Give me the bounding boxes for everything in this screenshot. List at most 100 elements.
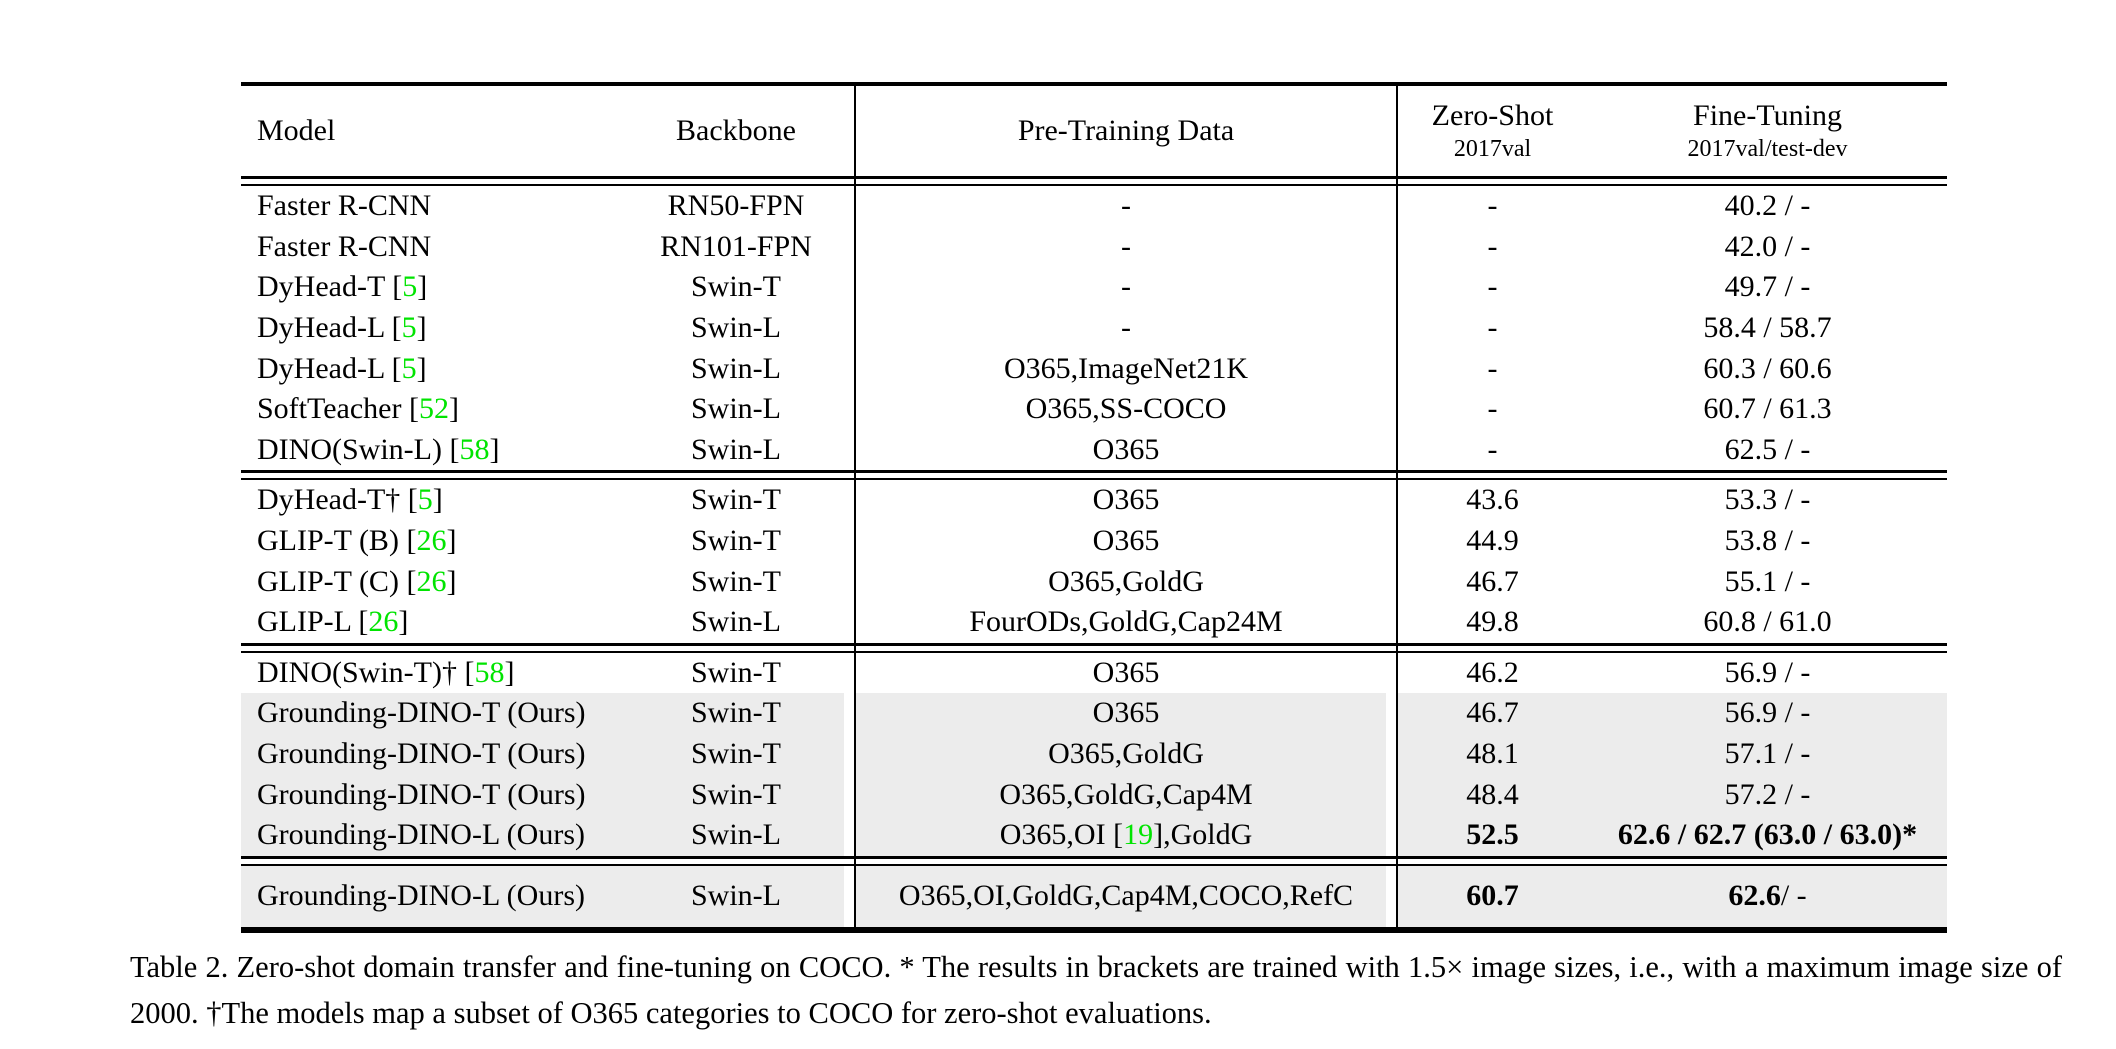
model-cell: GLIP-T (C) [26] [257, 564, 457, 598]
zeroshot-cell: 44.9 [1466, 524, 1519, 558]
pretrain-cell: O365,GoldG,Cap4M [855, 774, 1397, 815]
model-cell: DINO(Swin-L) [58] [257, 432, 500, 466]
backbone-cell: Swin-L [691, 432, 781, 466]
finetune-cell: 57.1 / - [1588, 733, 1947, 775]
results-table: Model Backbone Pre-Training Data Zero-Sh… [241, 82, 1947, 933]
finetune-cell: 53.3 / - [1724, 483, 1811, 517]
citation-ref: 5 [401, 351, 417, 385]
table-row: GLIP-L [26] Swin-L FourODs,GoldG,Cap24M 49.… [241, 602, 1947, 643]
table-row: DyHead-T† [5] Swin-T O365 43.6 53.3 / - [241, 480, 1947, 521]
finetune-cell: 58.4 / 58.7 [1703, 311, 1832, 345]
table-row: DyHead-L [5] Swin-L O365,ImageNet21K - 60.3 … [241, 348, 1947, 389]
backbone-cell: Swin-T [617, 733, 855, 775]
zeroshot-cell: - [1487, 432, 1498, 466]
zeroshot-cell: 60.7 [1397, 865, 1588, 927]
citation-ref: 5 [402, 270, 418, 304]
table-top-rule [241, 82, 1947, 86]
backbone-cell: Swin-L [691, 605, 781, 639]
backbone-cell: Swin-T [691, 655, 781, 689]
backbone-cell: Swin-L [691, 392, 781, 426]
fine-tuning-sublabel: 2017val/test-dev [1687, 136, 1848, 162]
backbone-cell: Swin-L [617, 814, 855, 856]
backbone-cell: RN50-FPN [667, 189, 805, 223]
table-row: DINO(Swin-L) [58] Swin-L O365 - 62.5 / - [241, 430, 1947, 471]
finetune-cell: 56.9 / - [1588, 693, 1947, 734]
table-row: Grounding-DINO-T (Ours) Swin-T O365 46.7 56.… [241, 693, 1947, 734]
model-cell: Grounding-DINO-T (Ours) [241, 774, 617, 815]
pretrain-cell: O365,ImageNet21K [1003, 351, 1249, 385]
pretrain-cell: O365,OI [19],GoldG [855, 814, 1397, 856]
group-divider [241, 470, 1947, 481]
zeroshot-cell: 48.4 [1397, 774, 1588, 815]
table-group-grounding-dino-large: Grounding-DINO-L (Ours) Swin-L O365,OI,Gol… [241, 865, 1947, 927]
citation-ref: 58 [459, 432, 490, 466]
pretrain-cell: O365 [1092, 432, 1160, 466]
zero-shot-label: Zero-Shot [1431, 99, 1554, 132]
zeroshot-cell: 52.5 [1397, 814, 1588, 856]
citation-ref: 19 [1123, 818, 1154, 852]
table-row: DyHead-T [5] Swin-T - - 49.7 / - [241, 267, 1947, 308]
table-row: Grounding-DINO-L (Ours) Swin-L O365,OI [19… [241, 814, 1947, 856]
table-group-grounding-dino: DINO(Swin-T)† [58] Swin-T O365 46.2 56.9 / -… [241, 653, 1947, 856]
zeroshot-cell: 46.7 [1466, 564, 1519, 598]
table-group-baselines: Faster R-CNN RN50-FPN - - 40.2 / - Faster R-C… [241, 186, 1947, 470]
model-cell: DyHead-L [5] [257, 351, 427, 385]
finetune-cell: 62.6 / 62.7 (63.0 / 63.0)* [1588, 814, 1947, 856]
backbone-cell: Swin-T [691, 270, 781, 304]
backbone-cell: Swin-L [691, 351, 781, 385]
column-header-backbone: Backbone [676, 114, 796, 147]
pretrain-cell: - [1121, 311, 1131, 345]
column-header-model: Model [257, 114, 336, 147]
backbone-cell: Swin-L [691, 311, 781, 345]
table-row: DyHead-L [5] Swin-L - - 58.4 / 58.7 [241, 308, 1947, 349]
model-cell: SoftTeacher [52] [257, 392, 459, 426]
table-row: SoftTeacher [52] Swin-L O365,SS-COCO - 60.7 … [241, 389, 1947, 430]
citation-ref: 26 [368, 605, 399, 639]
pretrain-cell: O365,GoldG [1048, 564, 1204, 598]
zeroshot-cell: - [1487, 351, 1498, 385]
zeroshot-cell: - [1487, 189, 1498, 223]
table-group-zero-shot-baselines: DyHead-T† [5] Swin-T O365 43.6 53.3 / - GLIP-… [241, 480, 1947, 642]
table-row: Grounding-DINO-L (Ours) Swin-L O365,OI,Gol… [241, 865, 1947, 927]
column-header-zero-shot: Zero-Shot 2017val [1397, 86, 1588, 176]
finetune-cell: 60.8 / 61.0 [1703, 605, 1832, 639]
backbone-cell: Swin-L [617, 865, 855, 927]
finetune-cell: 60.3 / 60.6 [1703, 351, 1832, 385]
citation-ref: 26 [416, 524, 447, 558]
pretrain-cell: O365 [1092, 524, 1160, 558]
table-row: GLIP-T (B) [26] Swin-T O365 44.9 53.8 / - [241, 521, 1947, 562]
table-header-row: Model Backbone Pre-Training Data Zero-Sh… [241, 86, 1947, 176]
pretrain-cell: - [1121, 229, 1131, 263]
column-header-pretraining-data: Pre-Training Data [1017, 114, 1235, 147]
model-cell: Grounding-DINO-L (Ours) [241, 865, 617, 927]
pretrain-cell: O365 [1092, 655, 1160, 689]
finetune-cell: 56.9 / - [1724, 655, 1811, 689]
model-cell: Faster R-CNN [257, 229, 432, 263]
zeroshot-cell: 46.7 [1397, 693, 1588, 734]
table-bottom-rule [241, 926, 1947, 933]
group-divider [241, 855, 1947, 866]
fine-tuning-label: Fine-Tuning [1693, 99, 1842, 132]
model-cell: DINO(Swin-T)† [58] [257, 655, 515, 689]
citation-ref: 5 [417, 483, 433, 517]
zeroshot-cell: 43.6 [1466, 483, 1519, 517]
zeroshot-cell: 49.8 [1466, 605, 1519, 639]
zeroshot-cell: 46.2 [1466, 655, 1519, 689]
finetune-bold-value: 62.6 / 62.7 (63.0 / 63.0)* [1617, 818, 1918, 852]
header-divider [241, 176, 1947, 186]
model-cell: DyHead-L [5] [257, 311, 427, 345]
finetune-cell: 40.2 / - [1724, 189, 1811, 223]
model-cell: DyHead-T† [5] [257, 483, 443, 517]
pretrain-cell: O365 [1092, 483, 1160, 517]
zeroshot-cell: - [1487, 311, 1498, 345]
pretrain-cell: FourODs,GoldG,Cap24M [969, 605, 1283, 639]
finetune-cell: 57.2 / - [1588, 774, 1947, 815]
model-cell: Grounding-DINO-T (Ours) [241, 693, 617, 734]
pretrain-cell: O365,OI,GoldG,Cap4M,COCO,RefC [855, 865, 1397, 927]
citation-ref: 58 [474, 655, 505, 689]
finetune-bold-value: 62.6 [1728, 879, 1781, 912]
table-row: GLIP-T (C) [26] Swin-T O365,GoldG 46.7 55.1 … [241, 561, 1947, 602]
finetune-cell: 62.5 / - [1724, 432, 1811, 466]
table-row: Faster R-CNN RN101-FPN - - 42.0 / - [241, 227, 1947, 268]
column-rule-pretraining-zeroshot [1396, 86, 1398, 927]
